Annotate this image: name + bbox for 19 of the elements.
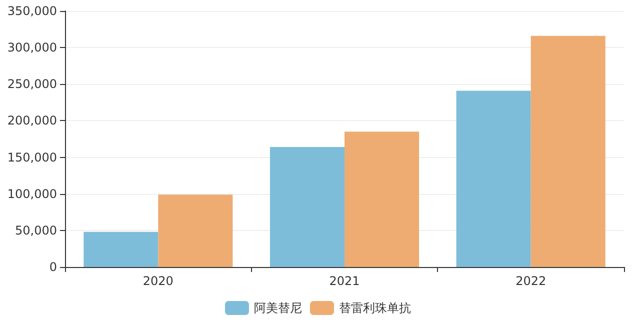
y-tick-label: 250,000 — [7, 77, 57, 92]
bar — [158, 194, 233, 267]
y-tick-label: 200,000 — [7, 114, 57, 128]
bar — [270, 147, 344, 267]
y-tick-label: 100,000 — [7, 186, 57, 201]
y-tick-label: 350,000 — [7, 4, 57, 18]
legend-label: 替雷利珠单抗 — [339, 301, 411, 315]
x-tick-label: 2022 — [516, 274, 546, 288]
bar — [456, 90, 531, 267]
bar — [344, 132, 420, 267]
legend-label: 阿美替尼 — [254, 301, 302, 315]
y-tick-label: 150,000 — [7, 150, 57, 164]
bar — [530, 36, 606, 267]
y-tick-label: 300,000 — [7, 40, 57, 55]
y-tick-label: 0 — [49, 260, 57, 274]
x-tick-label: 2021 — [329, 274, 360, 288]
bar — [84, 232, 158, 267]
y-tick-label: 50,000 — [15, 223, 57, 238]
x-tick-label: 2020 — [142, 274, 174, 288]
